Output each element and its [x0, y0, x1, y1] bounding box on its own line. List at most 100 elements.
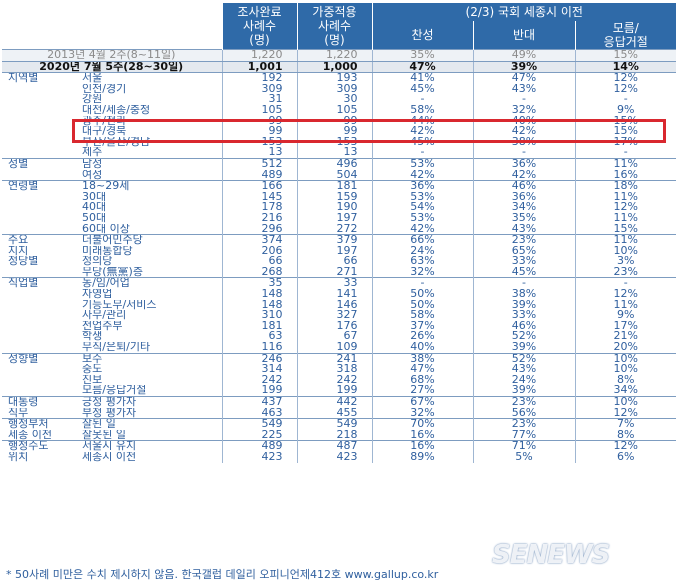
agree-pct-cell: 50%	[371, 289, 473, 300]
oppose-pct-cell: 33%	[472, 256, 575, 267]
row-subgroup-label: 잘된 일	[80, 418, 222, 430]
dont-know-pct-cell: 15%	[574, 223, 677, 235]
oppose-pct-cell: 36%	[472, 157, 575, 170]
row-subgroup-label: 무당(無黨)층	[82, 266, 143, 278]
weighted-count-cell: 30	[296, 94, 372, 105]
dont-know-pct-cell: -	[574, 94, 677, 105]
row-group-label: 세종 이전	[8, 429, 52, 441]
row-subgroup-label: 중도	[82, 364, 103, 375]
agree-pct-cell: 68%	[371, 374, 473, 386]
poll-table-body: 2013년 4월 2주(8~11일) 1,220 1,220 35% 49% 15% 202…	[2, 49, 677, 463]
oppose-pct-cell: 39%	[472, 385, 575, 397]
sample-count-cell: 246	[221, 352, 297, 365]
dont-know-pct-cell: 10%	[574, 395, 677, 408]
sample-count-cell: 314	[221, 364, 297, 375]
oppose-pct-cell: 52%	[472, 352, 575, 365]
table-row: 행정부처 잘된 일 549 549 70% 23% 7%	[2, 418, 677, 430]
row-group-label	[2, 385, 80, 396]
sample-count-cell: 178	[221, 202, 297, 213]
agree-pct-cell: 36%	[371, 180, 473, 192]
table-row: 기능노무/서비스 148 146 50% 39% 11%	[2, 299, 677, 311]
table-row: 중도 314 318 47% 43% 10%	[2, 364, 677, 375]
agree-pct-cell: 47%	[371, 364, 473, 375]
footnote: * 50사례 미만은 수치 제시하지 않음. 한국갤럽 데일리 오피니언제412…	[6, 568, 439, 581]
sample-count-cell: 145	[221, 191, 297, 203]
agree-pct-cell: 27%	[371, 385, 473, 397]
row-subgroup-label: 무직/은퇴/기타	[82, 342, 151, 354]
table-row: 2013년 4월 2주(8~11일) 1,220 1,220 35% 49% 15%	[2, 49, 677, 62]
row-group-label	[2, 105, 80, 116]
weighted-count-cell: 1,000	[296, 61, 372, 74]
weighted-count-cell: 272	[296, 223, 372, 235]
sample-count-cell: 206	[221, 245, 297, 257]
weighted-count-cell: 442	[296, 395, 372, 408]
table-row: 행정수도 서울시 유지 489 487 16% 71% 12%	[2, 440, 677, 452]
weighted-count-cell: 190	[296, 202, 372, 213]
weighted-count-cell: 504	[296, 169, 372, 181]
table-row: 지지 미래통합당 206 197 24% 65% 10%	[2, 245, 677, 257]
table-row: 연령별 18~29세 166 181 36% 46% 18%	[2, 180, 677, 192]
sample-count-cell: 463	[221, 407, 297, 419]
dont-know-pct-cell: 17%	[574, 320, 677, 332]
agree-pct-cell: 50%	[371, 299, 473, 311]
agree-pct-cell: 35%	[371, 49, 473, 62]
sample-count-cell: 13	[221, 147, 297, 159]
table-row: 30대 145 159 53% 36% 11%	[2, 191, 677, 203]
weighted-count-cell: 327	[296, 310, 372, 321]
weighted-count-cell: 159	[296, 191, 372, 203]
row-group-label: 성별	[2, 157, 80, 170]
weighted-count-cell: 105	[296, 104, 372, 116]
oppose-pct-cell: 71%	[472, 440, 575, 452]
row-group-label: 직업별	[2, 277, 80, 290]
row-subgroup-label: 진보	[82, 374, 103, 386]
sample-count-cell: 116	[221, 342, 297, 354]
weighted-count-cell: 549	[296, 418, 372, 430]
header-blank-sub	[80, 3, 222, 50]
weighted-count-cell: 379	[296, 234, 372, 246]
row-group-label	[2, 310, 80, 321]
row-group-label	[2, 342, 80, 353]
row-group-label	[2, 147, 80, 158]
header-oppose: 반대	[472, 21, 575, 50]
dont-know-pct-cell: -	[574, 277, 677, 290]
oppose-pct-cell: 52%	[472, 331, 575, 343]
dont-know-pct-cell: 21%	[574, 331, 677, 343]
sample-count-cell: 309	[221, 83, 297, 95]
row-group-label	[2, 289, 80, 300]
row-group-label	[2, 192, 80, 203]
agree-pct-cell: 41%	[371, 72, 473, 84]
table-row: 지역별 서울 192 193 41% 47% 12%	[2, 72, 677, 84]
sample-count-cell: 1,001	[221, 61, 297, 74]
sample-count-cell: 296	[221, 223, 297, 235]
agree-pct-cell: 53%	[371, 157, 473, 170]
oppose-pct-cell: 47%	[472, 72, 575, 84]
sample-count-cell: 374	[221, 234, 297, 246]
table-row: 강원 31 30- - -	[2, 94, 677, 105]
weighted-count-cell: 318	[296, 364, 372, 375]
header-weighted-count: 가중적용 사례수 (명)	[296, 3, 372, 50]
row-subgroup-label: 전업주부	[82, 320, 123, 332]
row-group-label	[2, 137, 80, 148]
row-group-label	[2, 375, 80, 386]
agree-pct-cell: 37%	[371, 320, 473, 332]
row-group-label: 행정수도	[2, 440, 80, 452]
table-row: 여성 489 504 42% 42% 16%	[2, 169, 677, 181]
table-row: 2020년 7월 5주(28~30일) 1,001 1,000 47% 39% 14%	[2, 61, 677, 74]
table-row: 직무 부정 평가자 463 455 32% 56% 12%	[2, 407, 677, 419]
table-row: 정당별 정의당 66 66 63% 33% 3%	[2, 256, 677, 267]
weighted-count-cell: 271	[296, 266, 372, 278]
agree-pct-cell: 67%	[371, 395, 473, 408]
row-subgroup-label: 정의당	[82, 256, 113, 267]
dont-know-pct-cell: 8%	[574, 429, 677, 441]
agree-pct-cell: 24%	[371, 245, 473, 257]
oppose-pct-cell: 43%	[472, 364, 575, 375]
dont-know-pct-cell: 12%	[574, 407, 677, 419]
sample-count-cell: 268	[221, 266, 297, 278]
row-subgroup-label: 긍정 평가자	[80, 395, 222, 408]
weighted-count-cell: 66	[296, 256, 372, 267]
dont-know-pct-cell: 10%	[574, 364, 677, 375]
row-group-label	[2, 126, 80, 137]
sample-count-cell: 148	[221, 289, 297, 300]
table-row: 성별 남성 512 496 53% 36% 11%	[2, 157, 677, 170]
header-agree: 찬성	[371, 21, 473, 50]
